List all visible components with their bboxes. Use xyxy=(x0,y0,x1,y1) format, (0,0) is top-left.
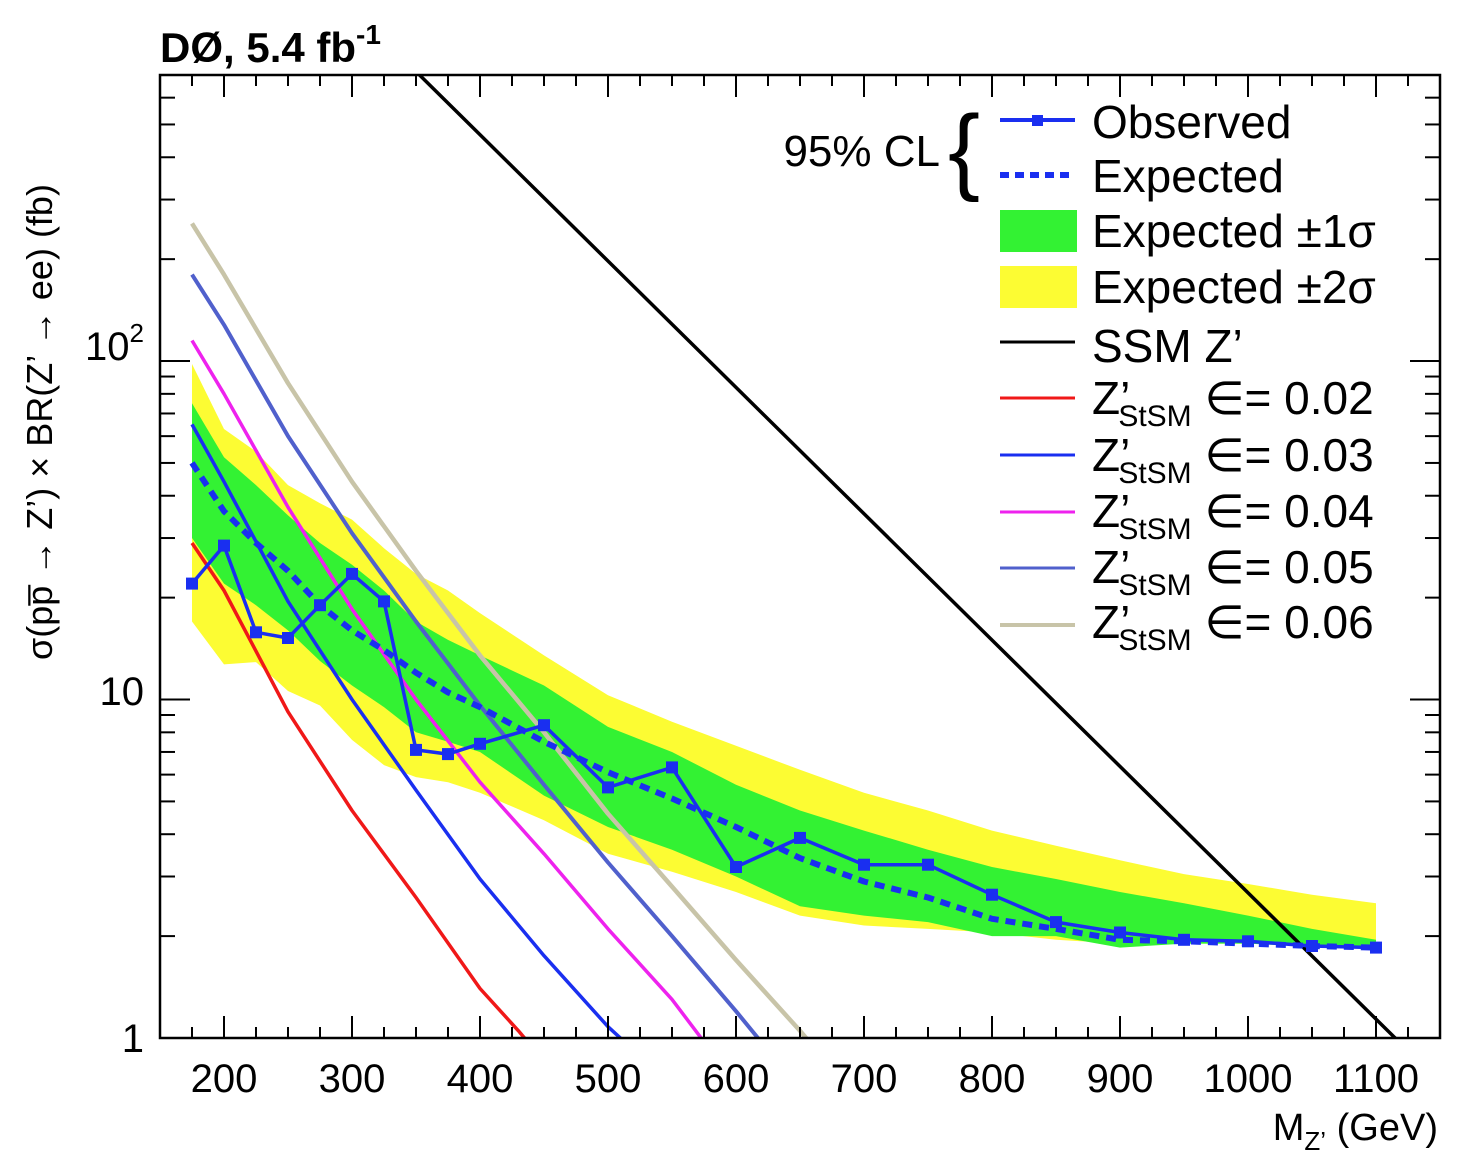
observed-point xyxy=(282,632,294,644)
legend-entry-stsm-005: Z’StSM ∈= 0.05 xyxy=(1000,541,1374,602)
lines-layer xyxy=(189,75,1398,1038)
svg-text:Expected ±2σ: Expected ±2σ xyxy=(1092,261,1376,313)
svg-text:Expected: Expected xyxy=(1092,150,1284,202)
legend-group-label: 95% CL xyxy=(783,127,940,176)
observed-point xyxy=(218,539,230,552)
observed-point xyxy=(474,737,486,750)
y-tick-label-1: 1 xyxy=(122,1017,144,1061)
svg-text:Expected ±1σ: Expected ±1σ xyxy=(1092,205,1376,257)
x-tick-labels: 200 300 400 500 600 700 800 900 1000 110… xyxy=(191,1057,1419,1101)
plot-area xyxy=(186,75,1398,1038)
x-tick-label: 600 xyxy=(703,1057,770,1101)
legend-entry-stsm-003: Z’StSM ∈= 0.03 xyxy=(1000,429,1374,490)
observed-point xyxy=(410,743,422,756)
svg-text:Observed: Observed xyxy=(1092,96,1291,148)
chart-title-superscript: -1 xyxy=(356,19,381,50)
series-line-st02 xyxy=(190,542,527,1038)
observed-point xyxy=(986,888,998,901)
series-line-ssm xyxy=(417,75,1398,1038)
expected-1sigma-band xyxy=(192,403,1376,949)
observed-point xyxy=(602,781,614,794)
observed-point xyxy=(1178,933,1190,946)
x-tick-label: 1000 xyxy=(1204,1057,1293,1101)
legend-entry-band1: Expected ±1σ xyxy=(1000,205,1376,257)
x-tick-label: 900 xyxy=(1087,1057,1154,1101)
svg-text:Z’StSM ∈= 0.06: Z’StSM ∈= 0.06 xyxy=(1092,596,1374,657)
svg-text:SSM Z’: SSM Z’ xyxy=(1092,320,1243,372)
series-line-exp xyxy=(189,461,1377,951)
x-tick-label: 700 xyxy=(831,1057,898,1101)
svg-text:Z’StSM ∈= 0.03: Z’StSM ∈= 0.03 xyxy=(1092,429,1374,490)
observed-point xyxy=(666,761,678,774)
y-axis-label: σ(pp̅ → Z’) × BR(Z’ → ee) (fb) xyxy=(19,184,60,660)
svg-text:Z’StSM ∈= 0.04: Z’StSM ∈= 0.04 xyxy=(1092,485,1374,546)
x-tick-label: 200 xyxy=(191,1057,258,1101)
x-tick-label: 500 xyxy=(575,1057,642,1101)
observed-point xyxy=(858,858,870,871)
y-tick-labels: 1 10 102 xyxy=(85,318,144,1061)
legend-entry-stsm-002: Z’StSM ∈= 0.02 xyxy=(1000,372,1374,433)
x-axis-label: MZ’ (GeV) xyxy=(1273,1107,1438,1156)
observed-point xyxy=(1370,941,1382,954)
observed-point xyxy=(730,861,742,873)
legend-entry-stsm-006: Z’StSM ∈= 0.06 xyxy=(1000,596,1374,657)
observed-point xyxy=(1114,926,1126,939)
svg-text:Z’StSM ∈= 0.02: Z’StSM ∈= 0.02 xyxy=(1092,372,1374,433)
observed-point xyxy=(794,831,806,844)
x-tick-label: 1100 xyxy=(1333,1057,1419,1101)
y-tick-label-100: 102 xyxy=(85,318,144,369)
legend-entry-observed: Observed xyxy=(1000,96,1291,148)
observed-point xyxy=(442,748,454,761)
series-line-st04 xyxy=(190,339,704,1038)
legend: 95% CL { Observed Expected Expected ±1σ … xyxy=(783,96,1375,657)
observed-point xyxy=(922,858,934,871)
chart-title: DØ, 5.4 fb-1 xyxy=(160,19,381,71)
observed-point xyxy=(1242,935,1254,948)
markers-layer xyxy=(186,539,1382,954)
observed-point xyxy=(538,719,550,732)
observed-point xyxy=(314,599,326,612)
y-tick-label-10: 10 xyxy=(100,670,145,714)
x-tick-label: 400 xyxy=(447,1057,514,1101)
series-line-st06 xyxy=(190,222,810,1038)
x-tick-label: 800 xyxy=(959,1057,1026,1101)
x-tick-label: 300 xyxy=(319,1057,386,1101)
observed-point xyxy=(1050,916,1062,929)
legend-entry-expected: Expected xyxy=(1000,150,1284,202)
svg-text:Z’StSM ∈= 0.05: Z’StSM ∈= 0.05 xyxy=(1092,541,1374,602)
legend-entry-band2: Expected ±2σ xyxy=(1000,261,1376,313)
observed-point xyxy=(250,626,262,639)
observed-point xyxy=(1306,940,1318,952)
legend-entry-ssm: SSM Z’ xyxy=(1000,320,1243,372)
observed-point xyxy=(346,567,358,580)
series-line-st03 xyxy=(190,423,623,1038)
observed-point xyxy=(378,595,390,608)
bands-layer xyxy=(192,364,1376,949)
observed-point xyxy=(186,577,198,590)
axis-ticks xyxy=(160,74,1440,1039)
legend-entry-stsm-004: Z’StSM ∈= 0.04 xyxy=(1000,485,1374,546)
legend-brace: { xyxy=(948,96,980,203)
